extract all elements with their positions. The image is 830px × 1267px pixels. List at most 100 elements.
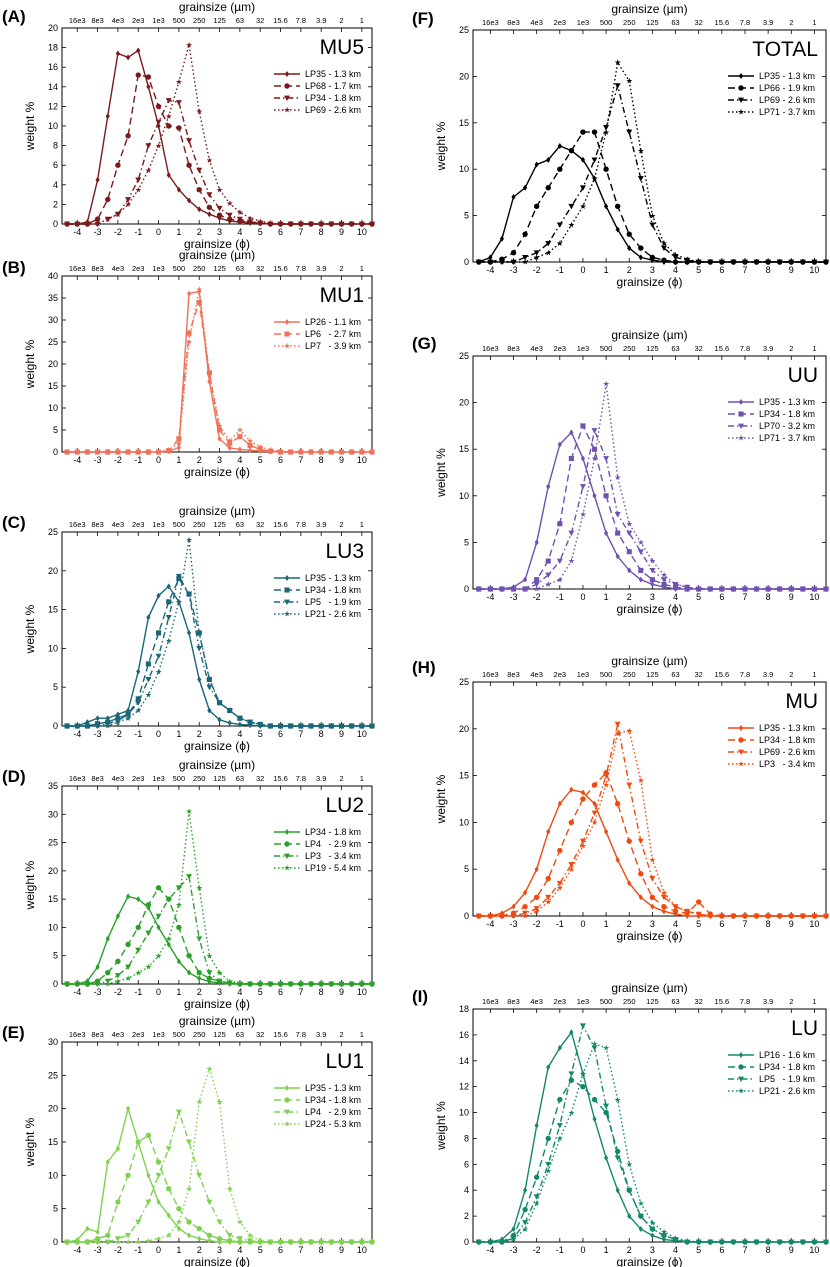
series-line <box>67 1134 372 1243</box>
legend-label: LP69 - 2.6 km <box>759 747 815 757</box>
data-point: ★ <box>186 807 193 816</box>
panel-label: (D) <box>2 767 26 786</box>
data-point: ★ <box>196 107 203 116</box>
y-tick-label: 25 <box>459 677 469 687</box>
data-point <box>650 903 655 910</box>
data-point: ★ <box>84 1238 91 1247</box>
y-tick-label: 30 <box>48 315 58 325</box>
data-point: ★ <box>684 907 691 916</box>
data-point <box>614 83 621 89</box>
legend-marker <box>284 599 290 605</box>
top-tick-label: 16e3 <box>69 520 86 529</box>
data-point: ★ <box>533 585 540 594</box>
data-point: ★ <box>369 1238 376 1247</box>
x-axis-label: grainsize (ϕ) <box>184 1255 250 1267</box>
data-point: ★ <box>823 912 830 921</box>
top-tick-label: 2e3 <box>554 670 567 679</box>
data-point: ★ <box>247 718 254 727</box>
data-point <box>196 187 202 193</box>
x-tick-label: -1 <box>134 227 142 237</box>
y-tick-label: 10 <box>48 403 58 413</box>
data-point <box>695 899 702 905</box>
data-point <box>145 661 151 667</box>
data-point: ★ <box>206 951 213 960</box>
data-point <box>176 958 181 965</box>
data-point <box>672 259 679 265</box>
data-point <box>730 259 737 265</box>
data-point: ★ <box>267 446 274 455</box>
series-1 <box>476 770 829 919</box>
data-point <box>217 435 222 442</box>
data-point: ★ <box>684 255 691 264</box>
data-point <box>788 259 795 265</box>
data-point <box>603 456 610 462</box>
data-point: ★ <box>287 220 294 229</box>
x-tick-label: -4 <box>486 1245 494 1255</box>
x-tick-label: 10 <box>809 592 819 602</box>
top-tick-label: 32 <box>256 520 264 529</box>
data-point: ★ <box>348 980 355 989</box>
data-point <box>125 133 131 139</box>
legend-marker <box>738 97 744 103</box>
data-point: ★ <box>175 598 182 607</box>
x-tick-label: 2 <box>197 987 202 997</box>
data-point <box>95 964 100 971</box>
data-point: ★ <box>247 980 254 989</box>
data-point: ★ <box>614 1095 621 1104</box>
x-tick-label: 2 <box>197 1245 202 1255</box>
data-point <box>125 941 131 948</box>
data-point <box>64 1239 71 1245</box>
data-point <box>545 1161 552 1168</box>
series-line <box>67 44 372 225</box>
data-point: ★ <box>318 448 325 457</box>
data-point <box>695 586 702 592</box>
data-point: ★ <box>328 980 335 989</box>
data-point <box>522 910 529 917</box>
top-tick-label: 2e3 <box>132 264 145 273</box>
data-point: ★ <box>510 258 517 267</box>
data-point <box>64 221 71 227</box>
data-point: ★ <box>522 258 529 267</box>
data-point: ★ <box>545 898 552 907</box>
data-point <box>348 981 355 987</box>
data-point <box>156 1199 161 1205</box>
data-point: ★ <box>267 219 274 228</box>
data-point: ★ <box>308 1238 315 1247</box>
y-axis-label: weight % <box>434 121 448 171</box>
data-point: ★ <box>236 1218 243 1227</box>
data-point <box>135 177 142 183</box>
top-tick-label: 63 <box>671 997 679 1006</box>
x-tick-label: 4 <box>237 455 242 465</box>
data-point: ★ <box>338 722 345 731</box>
data-point: ★ <box>104 1238 111 1247</box>
panel-label: (H) <box>412 658 436 677</box>
data-point: ★ <box>297 980 304 989</box>
data-point: ★ <box>257 720 264 729</box>
top-tick-label: 7.8 <box>740 344 750 353</box>
data-point: ★ <box>603 380 610 389</box>
data-point <box>615 553 620 560</box>
top-tick-label: 2e3 <box>554 344 567 353</box>
x-tick-label: 6 <box>719 1245 724 1255</box>
data-point: ★ <box>684 1236 691 1245</box>
data-point: ★ <box>603 781 610 790</box>
data-point: ★ <box>84 448 91 457</box>
data-point: ★ <box>186 535 193 544</box>
data-point: ★ <box>568 221 575 230</box>
data-point: ★ <box>603 1044 610 1053</box>
top-tick-label: 16e3 <box>69 1030 86 1039</box>
data-point: ★ <box>358 448 365 457</box>
data-point: ★ <box>328 722 335 731</box>
data-point <box>358 1239 365 1245</box>
chart-panel-total: (F) grainsize (µm) -4 16e3 -3 8e3 -2 4e3 -1 2e3 0 1… <box>412 2 830 289</box>
y-tick-label: 10 <box>48 643 58 653</box>
data-point <box>328 981 335 987</box>
data-point <box>206 684 213 691</box>
data-point <box>135 924 141 931</box>
x-tick-label: -2 <box>114 729 122 739</box>
top-tick-label: 8e3 <box>91 1030 104 1039</box>
y-tick-label: 0 <box>53 979 58 989</box>
data-point <box>197 206 202 213</box>
data-point: ★ <box>649 557 656 566</box>
top-tick-label: 2 <box>339 520 343 529</box>
